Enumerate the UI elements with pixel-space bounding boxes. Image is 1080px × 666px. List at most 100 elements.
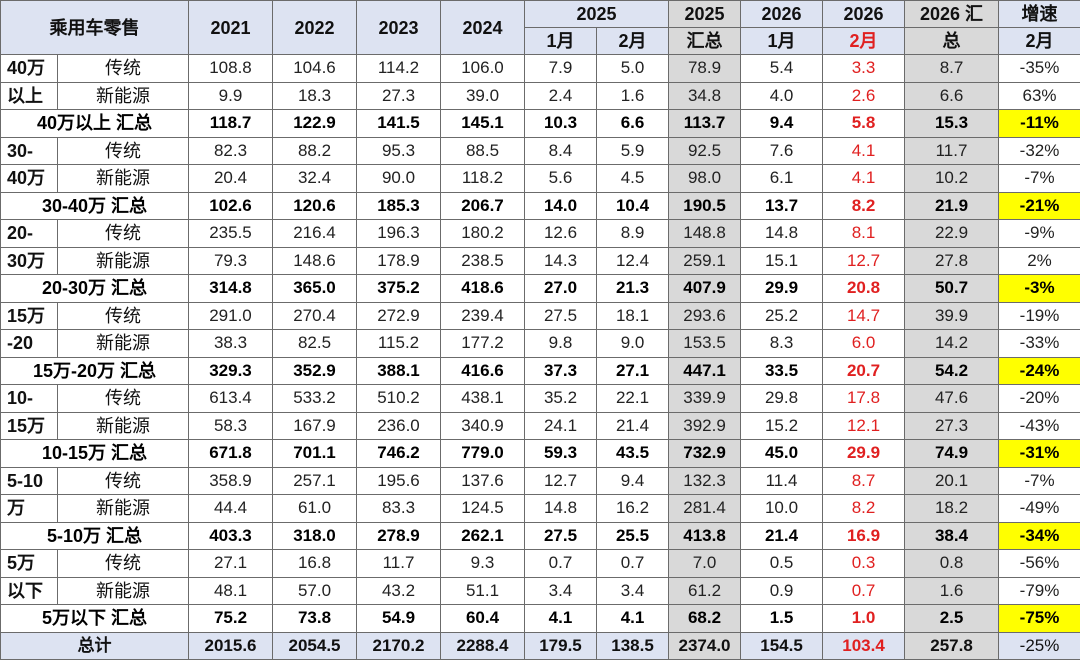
value-cell: 124.5	[440, 494, 525, 523]
category-label: 万	[0, 494, 58, 523]
value-cell: 27.5	[524, 301, 597, 330]
subtotal-cell: 102.6	[188, 191, 273, 220]
subtotal-cell: 701.1	[272, 439, 357, 468]
value-cell: 178.9	[356, 246, 441, 275]
value-cell: 4.1	[822, 164, 906, 193]
subtotal-cell: 2.5	[904, 604, 1000, 633]
value-cell: -33%	[998, 329, 1080, 358]
subtotal-cell: 1.5	[740, 604, 824, 633]
category-label: 15万	[0, 301, 58, 330]
value-cell: 167.9	[272, 411, 357, 440]
subtotal-cell: 5.8	[822, 109, 906, 138]
growth-badge: -34%	[998, 521, 1080, 550]
category-label: 15万	[0, 411, 58, 440]
value-cell: 115.2	[356, 329, 441, 358]
value-cell: -79%	[998, 576, 1080, 605]
value-cell: 5.6	[524, 164, 597, 193]
value-cell: 257.1	[272, 466, 357, 495]
value-cell: 148.6	[272, 246, 357, 275]
growth-badge: -31%	[998, 439, 1080, 468]
table-row: 40万 传统 108.8 104.6 114.2 106.0 7.9 5.0 78.9 5.4 3.…	[0, 54, 1080, 83]
header-2025-total-top: 2025	[668, 0, 742, 28]
value-cell: -35%	[998, 54, 1080, 83]
total-cell: 2054.5	[272, 631, 357, 660]
table-row: 30万 新能源 79.3 148.6 178.9 238.5 14.3 12.4 259.1 15…	[0, 246, 1080, 275]
value-cell: 7.9	[524, 54, 597, 83]
value-cell: 9.4	[595, 466, 670, 495]
header-growth-top: 增速	[998, 0, 1080, 28]
value-cell: 98.0	[668, 164, 742, 193]
subtotal-cell: 365.0	[272, 274, 357, 303]
value-cell: 114.2	[356, 54, 441, 83]
header-2022: 2022	[272, 0, 357, 55]
value-cell: 88.2	[272, 136, 357, 165]
table-row: 10- 传统 613.4 533.2 510.2 438.1 35.2 22.1 339.9 29…	[0, 384, 1080, 413]
powertrain-label: 新能源	[57, 81, 189, 110]
value-cell: 92.5	[668, 136, 742, 165]
subtotal-cell: 262.1	[440, 521, 525, 550]
subtotal-cell: 388.1	[356, 356, 441, 385]
subtotal-cell: 59.3	[524, 439, 597, 468]
category-label: 5万	[0, 549, 58, 578]
value-cell: 7.0	[668, 549, 742, 578]
subtotal-cell: 206.7	[440, 191, 525, 220]
powertrain-label: 传统	[57, 549, 189, 578]
value-cell: 10.0	[740, 494, 824, 523]
value-cell: 8.7	[904, 54, 1000, 83]
value-cell: 43.2	[356, 576, 441, 605]
table-row: 15万 传统 291.0 270.4 272.9 239.4 27.5 18.1 293.6 25…	[0, 301, 1080, 330]
value-cell: 2.6	[822, 81, 906, 110]
value-cell: -9%	[998, 219, 1080, 248]
value-cell: 44.4	[188, 494, 273, 523]
value-cell: 340.9	[440, 411, 525, 440]
value-cell: 118.2	[440, 164, 525, 193]
value-cell: 293.6	[668, 301, 742, 330]
value-cell: 83.3	[356, 494, 441, 523]
value-cell: 2%	[998, 246, 1080, 275]
value-cell: 0.7	[822, 576, 906, 605]
header-2025-total-bottom: 汇总	[668, 27, 742, 55]
header-2025: 2025	[523, 0, 670, 28]
value-cell: 82.3	[188, 136, 273, 165]
category-label: 以下	[0, 576, 58, 605]
value-cell: 22.1	[595, 384, 670, 413]
category-label: 10-	[0, 384, 58, 413]
value-cell: 9.8	[524, 329, 597, 358]
table-row: 以下 新能源 48.1 57.0 43.2 51.1 3.4 3.4 61.2 0.9 0.7 1.6…	[0, 576, 1080, 605]
value-cell: 12.7	[524, 466, 597, 495]
table-row: 5万 传统 27.1 16.8 11.7 9.3 0.7 0.7 7.0 0.5 0.3 0.8 -56…	[0, 549, 1080, 578]
value-cell: 270.4	[272, 301, 357, 330]
subtotal-cell: 4.1	[524, 604, 597, 633]
value-cell: 196.3	[356, 219, 441, 248]
value-cell: 14.2	[904, 329, 1000, 358]
value-cell: 195.6	[356, 466, 441, 495]
value-cell: 3.3	[822, 54, 906, 83]
subtotal-row: 5-10万 汇总 403.3 318.0 278.9 262.1 27.5 25.5 413.…	[0, 521, 1080, 550]
subtotal-cell: 21.3	[595, 274, 670, 303]
category-label: 30-	[0, 136, 58, 165]
total-cell: -25%	[998, 631, 1080, 660]
header-growth-bottom: 2月	[998, 27, 1080, 55]
subtotal-cell: 13.7	[740, 191, 824, 220]
value-cell: 177.2	[440, 329, 525, 358]
value-cell: 6.6	[904, 81, 1000, 110]
subtotal-cell: 746.2	[356, 439, 441, 468]
subtotal-cell: 407.9	[668, 274, 742, 303]
subtotal-cell: 75.2	[188, 604, 273, 633]
powertrain-label: 新能源	[57, 246, 189, 275]
subtotal-cell: 60.4	[440, 604, 525, 633]
subtotal-cell: 45.0	[740, 439, 824, 468]
value-cell: 5.4	[740, 54, 824, 83]
growth-badge: -24%	[998, 356, 1080, 385]
value-cell: 180.2	[440, 219, 525, 248]
powertrain-label: 新能源	[57, 329, 189, 358]
value-cell: 22.9	[904, 219, 1000, 248]
growth-badge: -11%	[998, 109, 1080, 138]
table-row: 万新能源 44.4 61.0 83.3 124.5 14.8 16.2 281.4 10.0 8.…	[0, 494, 1080, 523]
value-cell: 12.4	[595, 246, 670, 275]
subtotal-cell: 278.9	[356, 521, 441, 550]
subtotal-cell: 14.0	[524, 191, 597, 220]
table-row: 30- 传统 82.3 88.2 95.3 88.5 8.4 5.9 92.5 7.6 4.1 11.…	[0, 136, 1080, 165]
header-2025-jan: 1月	[524, 27, 597, 55]
